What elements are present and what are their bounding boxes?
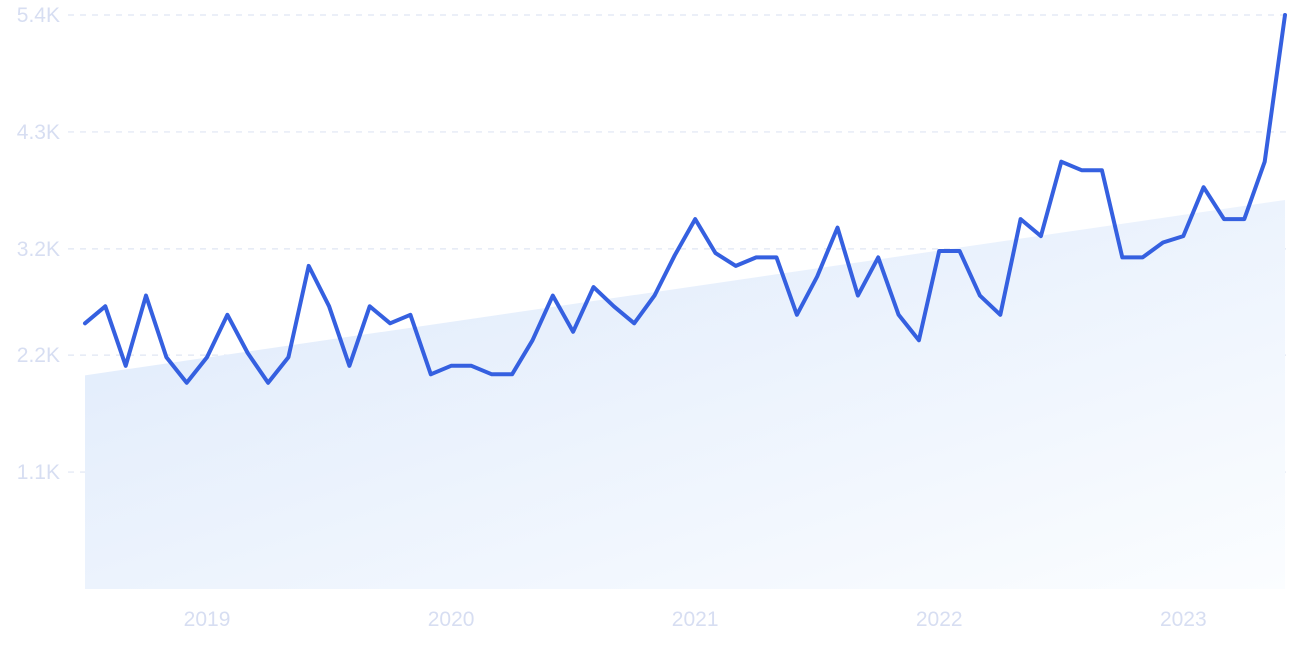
x-tick-label: 2019 [184, 608, 231, 631]
y-tick-label: 5.4K [17, 4, 60, 27]
x-tick-label: 2022 [916, 608, 963, 631]
y-tick-label: 4.3K [17, 121, 60, 144]
series-line [83, 13, 1287, 385]
x-tick-label: 2021 [672, 608, 719, 631]
x-tick-label: 2020 [428, 608, 475, 631]
series-line-layer [83, 13, 1287, 385]
y-axis: 5.4K 4.3K 3.2K 2.2K 1.1K [17, 4, 60, 484]
x-axis: 2019 2020 2021 2022 2023 [184, 608, 1207, 631]
trend-area-layer [85, 199, 1285, 589]
x-tick-label: 2023 [1160, 608, 1207, 631]
trend-area [85, 199, 1285, 589]
y-tick-label: 1.1K [17, 461, 60, 484]
y-tick-label: 2.2K [17, 344, 60, 367]
y-tick-label: 3.2K [17, 238, 60, 261]
